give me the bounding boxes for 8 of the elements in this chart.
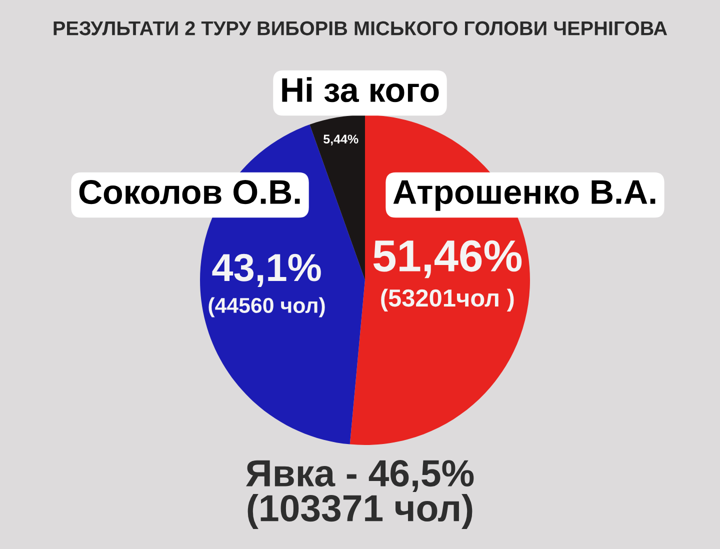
data-label: 5,44% bbox=[324, 134, 358, 146]
slice-label: Атрошенко В.А. bbox=[393, 180, 656, 211]
slice-label: Соколов О.В. bbox=[79, 180, 300, 204]
slice-label: Ні за кого bbox=[282, 77, 439, 102]
data-label: 51,46% (53201чол ) bbox=[373, 240, 522, 312]
data-label: 43,1% (44560 чол) bbox=[208, 254, 325, 318]
text: Явка - 46,5% (103371 чол) bbox=[246, 460, 474, 529]
chart-title: РЕЗУЛЬТАТИ 2 ТУРУ ВИБОРІВ МІСЬКОГО ГОЛОВИ ЧЕРНІГОВА bbox=[54, 21, 668, 36]
